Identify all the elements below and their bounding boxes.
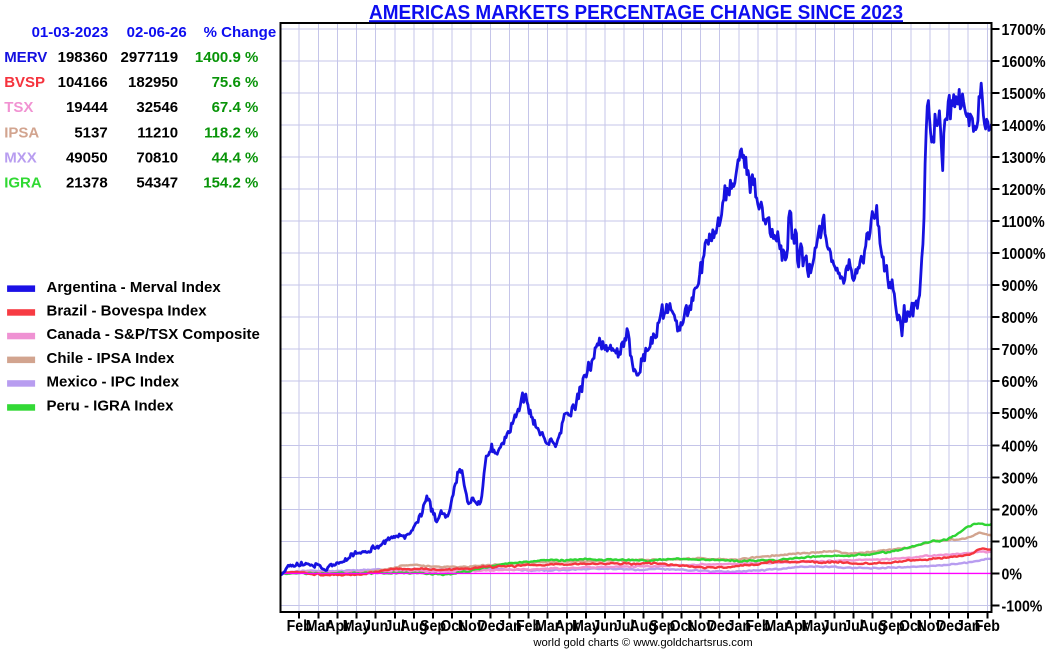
svg-text:1400.9 %: 1400.9 % (195, 49, 258, 66)
svg-text:Mexico - IPC Index: Mexico - IPC Index (47, 374, 180, 391)
svg-text:154.2 %: 154.2 % (203, 175, 258, 192)
svg-text:Canada - S&P/TSX Composite: Canada - S&P/TSX Composite (47, 326, 260, 343)
svg-text:600%: 600% (1002, 373, 1039, 391)
svg-text:TSX: TSX (4, 99, 33, 116)
svg-text:% Change: % Change (204, 24, 277, 41)
svg-text:800%: 800% (1002, 309, 1039, 327)
svg-text:21378: 21378 (66, 175, 108, 192)
svg-text:AMERICAS MARKETS PERCENTAGE CH: AMERICAS MARKETS PERCENTAGE CHANGE SINCE… (369, 2, 903, 24)
svg-text:Jun: Jun (592, 617, 617, 635)
svg-text:Jun: Jun (822, 617, 847, 635)
svg-text:1100%: 1100% (1002, 213, 1046, 231)
svg-text:Aug: Aug (400, 617, 428, 635)
svg-text:May: May (572, 617, 600, 635)
svg-text:IGRA: IGRA (4, 175, 42, 192)
svg-text:Mar: Mar (535, 617, 560, 635)
svg-text:Nov: Nov (687, 617, 714, 635)
svg-text:Jan: Jan (727, 617, 751, 635)
svg-text:104166: 104166 (58, 74, 108, 91)
svg-text:70810: 70810 (136, 149, 178, 166)
svg-text:MERV: MERV (4, 49, 47, 66)
svg-text:Dec: Dec (936, 617, 962, 635)
svg-text:Oct: Oct (899, 617, 923, 635)
svg-text:Chile - IPSA Index: Chile - IPSA Index (47, 350, 175, 367)
svg-text:Jul: Jul (385, 617, 405, 635)
svg-text:Dec: Dec (707, 617, 733, 635)
svg-text:900%: 900% (1002, 277, 1039, 295)
svg-text:Apr: Apr (784, 617, 808, 635)
svg-text:44.4 %: 44.4 % (212, 149, 259, 166)
svg-text:02-06-26: 02-06-26 (127, 24, 187, 41)
svg-text:2977119: 2977119 (121, 49, 179, 66)
svg-text:Aug: Aug (859, 617, 887, 635)
svg-text:Jun: Jun (363, 617, 388, 635)
svg-text:Jan: Jan (497, 617, 521, 635)
svg-text:182950: 182950 (128, 74, 178, 91)
svg-text:01-03-2023: 01-03-2023 (32, 24, 109, 41)
svg-text:Peru - IGRA Index: Peru - IGRA Index (47, 398, 175, 415)
svg-text:67.4 %: 67.4 % (212, 99, 259, 116)
svg-text:Argentina - Merval Index: Argentina - Merval Index (47, 279, 222, 296)
svg-text:Sep: Sep (649, 617, 675, 635)
svg-text:MXX: MXX (4, 149, 37, 166)
svg-text:118.2 %: 118.2 % (204, 124, 258, 141)
svg-text:May: May (802, 617, 830, 635)
svg-text:Apr: Apr (555, 617, 579, 635)
svg-text:Mar: Mar (306, 617, 331, 635)
svg-text:May: May (343, 617, 371, 635)
svg-text:500%: 500% (1002, 405, 1039, 423)
svg-text:49050: 49050 (66, 149, 108, 166)
svg-text:Mar: Mar (764, 617, 789, 635)
svg-text:1300%: 1300% (1002, 149, 1047, 167)
svg-text:Sep: Sep (879, 617, 905, 635)
svg-text:BVSP: BVSP (4, 74, 45, 91)
svg-text:Feb: Feb (745, 617, 770, 635)
svg-text:1000%: 1000% (1002, 245, 1047, 263)
svg-text:300%: 300% (1002, 470, 1039, 488)
svg-text:Dec: Dec (477, 617, 503, 635)
svg-text:1500%: 1500% (1002, 85, 1047, 103)
svg-text:Oct: Oct (440, 617, 464, 635)
svg-text:400%: 400% (1002, 438, 1039, 456)
svg-text:Feb: Feb (516, 617, 541, 635)
svg-text:1200%: 1200% (1002, 181, 1047, 199)
svg-text:1700%: 1700% (1002, 21, 1047, 39)
svg-text:-100%: -100% (1002, 598, 1043, 616)
svg-text:Sep: Sep (420, 617, 446, 635)
svg-text:19444: 19444 (66, 99, 108, 116)
svg-text:0%: 0% (1002, 566, 1023, 584)
svg-text:Jul: Jul (843, 617, 863, 635)
svg-text:IPSA: IPSA (4, 124, 39, 141)
svg-text:world gold charts © www.goldch: world gold charts © www.goldchartsrus.co… (532, 637, 752, 649)
svg-text:1600%: 1600% (1002, 53, 1047, 71)
svg-text:32546: 32546 (136, 99, 178, 116)
svg-text:198360: 198360 (58, 49, 108, 66)
svg-text:Feb: Feb (975, 617, 1000, 635)
svg-text:100%: 100% (1002, 534, 1039, 552)
svg-text:75.6 %: 75.6 % (212, 74, 259, 91)
svg-text:54347: 54347 (136, 175, 178, 192)
svg-text:700%: 700% (1002, 341, 1039, 359)
svg-text:Jul: Jul (614, 617, 634, 635)
svg-text:Nov: Nov (458, 617, 485, 635)
svg-text:1400%: 1400% (1002, 117, 1047, 135)
svg-text:Nov: Nov (917, 617, 944, 635)
svg-text:Feb: Feb (287, 617, 312, 635)
svg-text:Apr: Apr (325, 617, 349, 635)
svg-text:Oct: Oct (670, 617, 694, 635)
svg-text:200%: 200% (1002, 502, 1039, 520)
svg-text:5137: 5137 (74, 124, 107, 141)
svg-text:11210: 11210 (137, 124, 178, 141)
svg-text:Jan: Jan (956, 617, 980, 635)
svg-text:Brazil - Bovespa Index: Brazil - Bovespa Index (47, 303, 208, 320)
svg-text:Aug: Aug (630, 617, 658, 635)
